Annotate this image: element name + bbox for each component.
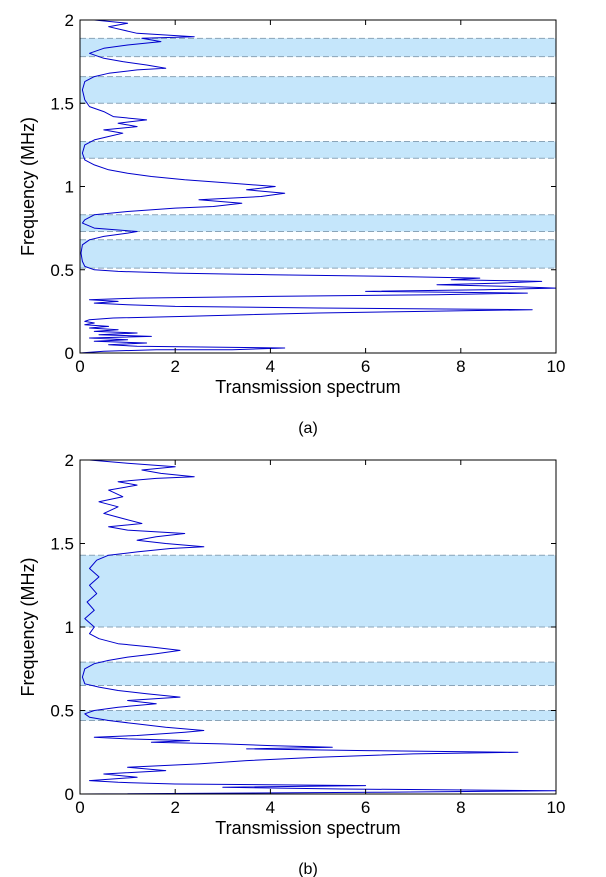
y-tick-label: 1.5 bbox=[50, 94, 74, 113]
x-tick-label: 2 bbox=[170, 798, 179, 817]
y-tick-label: 0.5 bbox=[50, 702, 74, 721]
plot-area bbox=[80, 20, 556, 353]
x-tick-label: 0 bbox=[75, 798, 84, 817]
x-tick-label: 8 bbox=[456, 357, 465, 376]
y-axis-label: Frequency (MHz) bbox=[18, 117, 38, 256]
y-tick-label: 2 bbox=[65, 11, 74, 30]
x-tick-label: 0 bbox=[75, 357, 84, 376]
bandgap-1 bbox=[80, 239, 556, 269]
chart-b: 0 2 4 6 8 10 0 0.5 1 1.5 2 Transmission spectrum Fre… bbox=[18, 451, 565, 877]
y-tick-label: 0.5 bbox=[50, 261, 74, 280]
series-line-1 bbox=[79, 19, 557, 354]
chart-a: 0 2 4 6 8 10 0 0.5 1 1.5 2 Transmission spectrum Fre… bbox=[18, 11, 565, 437]
panel-caption: (b) bbox=[298, 861, 318, 877]
y-axis-label: Frequency (MHz) bbox=[18, 557, 38, 696]
x-tick-label: 10 bbox=[547, 798, 566, 817]
y-tick-label: 1 bbox=[65, 618, 74, 637]
bandgap-2 bbox=[80, 214, 556, 232]
x-axis-label: Transmission spectrum bbox=[215, 377, 400, 397]
panel-caption: (a) bbox=[298, 420, 318, 437]
y-tick-label: 0 bbox=[65, 785, 74, 804]
x-tick-label: 6 bbox=[361, 798, 370, 817]
bandgap-1 bbox=[80, 710, 556, 721]
series-line-1 bbox=[79, 459, 557, 795]
y-tick-label: 1 bbox=[65, 178, 74, 197]
bandgap-3 bbox=[80, 141, 556, 159]
y-tick-label: 0 bbox=[65, 344, 74, 363]
x-tick-label: 6 bbox=[361, 357, 370, 376]
x-tick-label: 8 bbox=[456, 798, 465, 817]
bandgap-4 bbox=[80, 76, 556, 104]
bandgap-3 bbox=[80, 555, 556, 627]
x-tick-label: 4 bbox=[266, 798, 275, 817]
bandgap-2 bbox=[80, 662, 556, 686]
bandgap-5 bbox=[80, 38, 556, 57]
y-tick-label: 1.5 bbox=[50, 535, 74, 554]
x-tick-label: 2 bbox=[170, 357, 179, 376]
x-axis-label: Transmission spectrum bbox=[215, 818, 400, 838]
x-tick-label: 10 bbox=[547, 357, 566, 376]
x-tick-label: 4 bbox=[266, 357, 275, 376]
y-tick-label: 2 bbox=[65, 451, 74, 470]
